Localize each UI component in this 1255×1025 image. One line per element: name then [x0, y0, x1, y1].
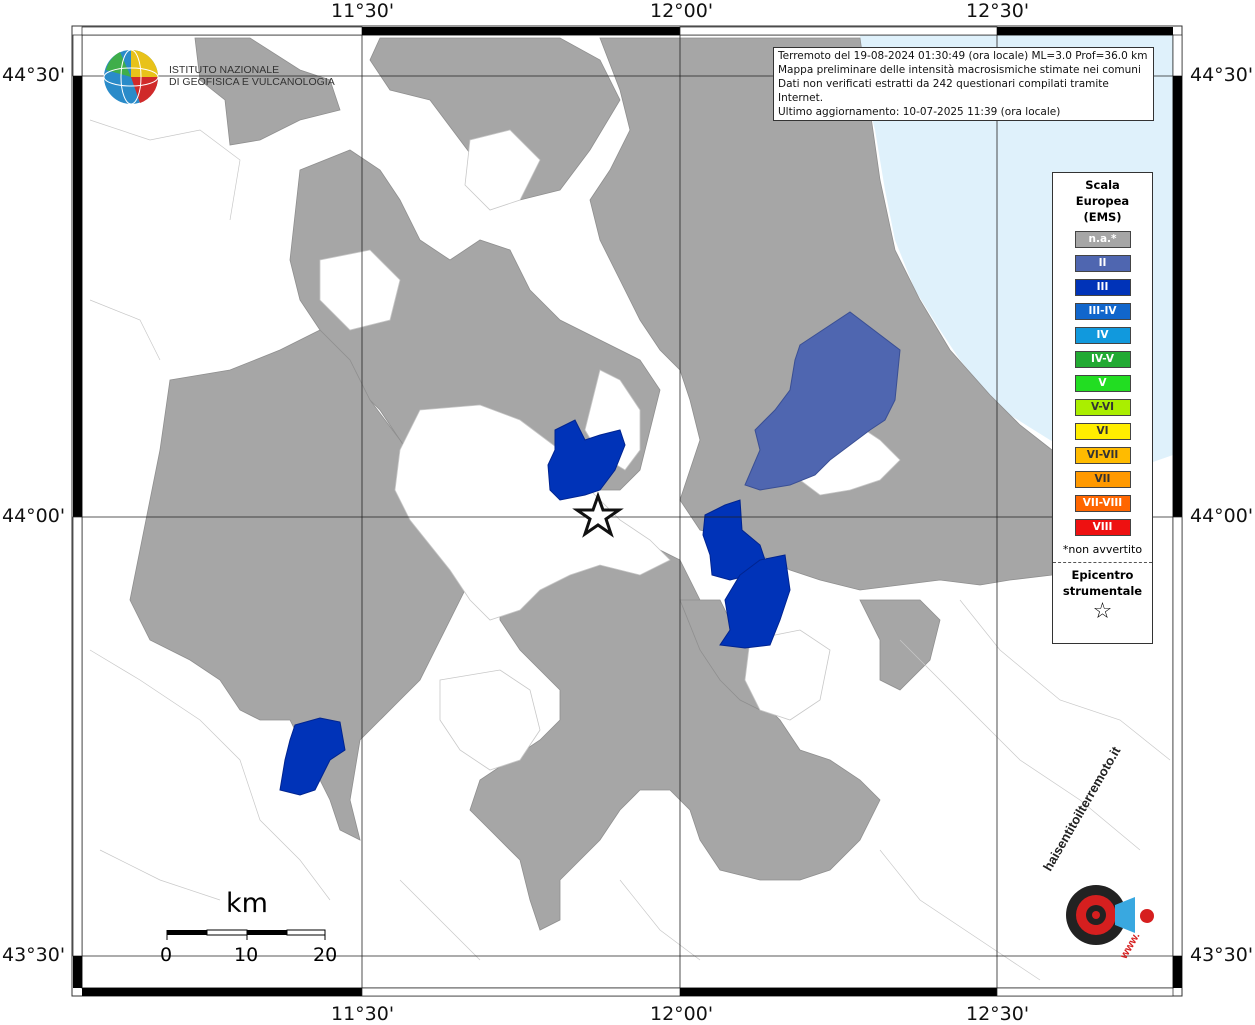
bottom-lon-label: 11°30': [331, 1003, 395, 1025]
legend-swatch: VII: [1074, 471, 1131, 488]
legend-title-line: Europea: [1075, 194, 1130, 208]
na-regions: [129, 37, 1053, 931]
left-lat-label: 44°00': [2, 505, 66, 527]
scale-tick-label: 20: [313, 944, 338, 966]
scale-tick-label: 0: [160, 944, 173, 966]
left-lat-label: 44°30': [2, 64, 66, 86]
legend-star-icon: ☆: [1092, 599, 1113, 624]
bottom-lon-label: 12°30': [966, 1003, 1030, 1025]
ingv-name-line2: DI GEOFISICA E VULCANOLOGIA: [169, 76, 335, 88]
ingv-name-line1: ISTITUTO NAZIONALE: [169, 64, 280, 76]
scale-tick-label: 10: [234, 944, 259, 966]
top-lon-label: 11°30': [331, 0, 395, 22]
right-lat-label: 44°30': [1190, 64, 1254, 86]
right-lat-label: 44°00': [1190, 505, 1254, 527]
event-info-line: Terremoto del 19-08-2024 01:30:49 (ora l…: [778, 50, 1148, 62]
legend-title-line: Scala: [1085, 178, 1120, 192]
legend-swatch: V-VI: [1074, 399, 1131, 416]
white-patches: [319, 129, 901, 771]
epicenter-star: [572, 491, 624, 538]
legend-swatch: V: [1074, 375, 1131, 392]
top-lon-label: 12°30': [966, 0, 1030, 22]
intensity-ii-area: [744, 311, 901, 491]
legend-swatch: IV: [1074, 327, 1131, 344]
grid-lines: [82, 35, 1173, 988]
legend-epicenter-title: Epicentro strumentale: [1053, 567, 1152, 599]
event-info-line: Ultimo aggiornamento: 10-07-2025 11:39 (…: [778, 106, 1061, 118]
event-info-line: Mappa preliminare delle intensità macros…: [778, 64, 1141, 76]
legend-note: *non avvertito: [1053, 543, 1152, 563]
ingv-logo-icon: [103, 49, 159, 105]
legend-title-line: (EMS): [1083, 210, 1122, 224]
event-info-line: Dati non verificati estratti da 242 ques…: [778, 78, 1109, 104]
top-lon-label: 12°00': [650, 0, 714, 22]
intensity-iii-areas: [279, 419, 791, 796]
legend-swatch: II: [1074, 255, 1131, 272]
legend-swatch: III-IV: [1074, 303, 1131, 320]
legend-swatch: III: [1074, 279, 1131, 296]
intensity-legend: Scala Europea (EMS) n.a.* II III III-IV IV IV…: [1052, 172, 1153, 644]
legend-items: n.a.* II III III-IV IV IV-V V V-VI VI VI-VII VII VI…: [1053, 231, 1152, 536]
legend-title: Scala Europea (EMS): [1053, 177, 1152, 225]
ingv-logo-text: ISTITUTO NAZIONALE DI GEOFISICA E VULCAN…: [169, 64, 335, 88]
legend-swatch: VII-VIII: [1074, 495, 1131, 512]
municipal-boundaries: [89, 119, 1171, 981]
bottom-lon-label: 12°00': [650, 1003, 714, 1025]
legend-swatch: VI: [1074, 423, 1131, 440]
legend-swatch: VIII: [1074, 519, 1131, 536]
legend-epicenter-line: Epicentro: [1071, 568, 1134, 582]
scale-bar: [166, 929, 326, 940]
scale-unit: km: [226, 888, 268, 919]
legend-swatch: n.a.*: [1074, 231, 1131, 248]
legend-swatch: VI-VII: [1074, 447, 1131, 464]
left-lat-label: 43°30': [2, 944, 66, 966]
legend-swatch: IV-V: [1074, 351, 1131, 368]
legend-epicenter-line: strumentale: [1062, 584, 1143, 598]
map-frame: [71, 25, 1183, 997]
right-lat-label: 43°30': [1190, 944, 1254, 966]
event-info-box: Terremoto del 19-08-2024 01:30:49 (ora l…: [773, 47, 1154, 121]
hsit-logo-icon: [1066, 885, 1154, 945]
